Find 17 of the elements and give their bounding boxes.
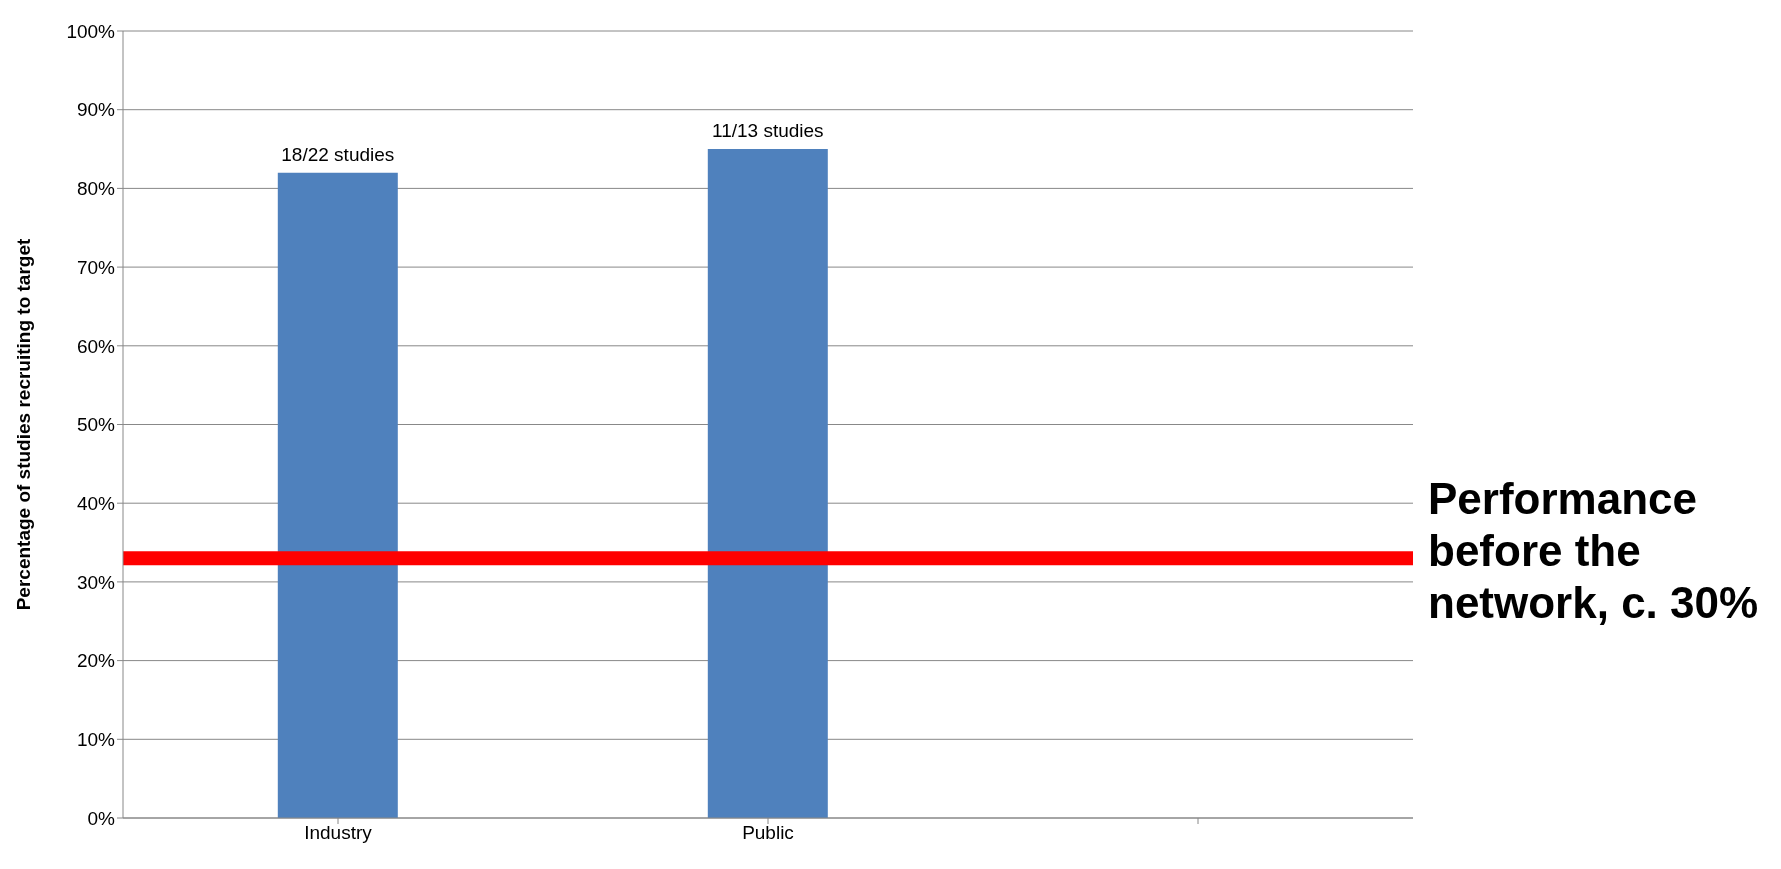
- y-tick-label: 20%: [76, 650, 116, 672]
- y-tick-label: 10%: [76, 729, 116, 751]
- x-tick-label: Industry: [304, 822, 373, 844]
- y-tick-label: 80%: [76, 178, 116, 200]
- y-tick-label: 60%: [76, 335, 116, 357]
- ref-line-label: Performance before the network, c. 30%: [1428, 474, 1759, 628]
- y-tick-label: 30%: [76, 571, 116, 593]
- y-tick-label: 90%: [76, 99, 116, 121]
- y-tick-label: 50%: [76, 414, 116, 436]
- data-label: 18/22 studies: [281, 143, 395, 165]
- y-tick-label: 0%: [87, 807, 116, 829]
- y-tick-label: 70%: [76, 256, 116, 278]
- data-label: 11/13 studies: [711, 120, 824, 142]
- y-tick-label: 40%: [76, 492, 116, 514]
- y-axis-title: Percentage of studies recruiting to target: [12, 238, 34, 611]
- y-tick-label: 100%: [66, 20, 116, 42]
- x-tick-label: Public: [742, 822, 794, 844]
